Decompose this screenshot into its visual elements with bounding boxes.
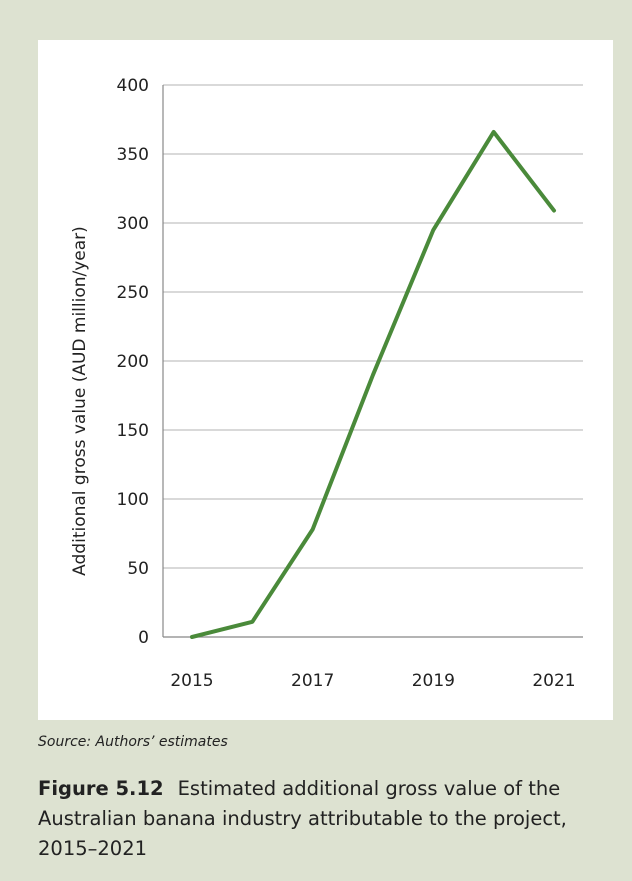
y-tick-label: 250	[117, 283, 149, 303]
line-chart: 0 50 100 150 200 250 300 350 400 2015 2017 2019 2021…	[70, 76, 583, 691]
series-line	[190, 129, 556, 639]
y-tick-label: 50	[127, 559, 149, 579]
figure-label: Figure 5.12	[38, 777, 164, 800]
y-tick-label: 200	[117, 352, 149, 372]
x-tick-label: 2017	[291, 671, 334, 691]
y-axis-label: Additional gross value (AUD million/year…	[70, 226, 90, 576]
y-tick-label: 300	[117, 214, 149, 234]
y-tick-label: 150	[117, 421, 149, 441]
y-tick-label: 0	[138, 628, 149, 648]
chart-panel: 0 50 100 150 200 250 300 350 400 2015 2017 2019 2021…	[38, 40, 613, 720]
figure-caption-text: Estimated additional gross value of the …	[38, 777, 567, 860]
y-tick-label: 350	[117, 145, 149, 165]
figure-caption: Figure 5.12 Estimated additional gross va…	[38, 774, 603, 864]
x-tick-label: 2015	[170, 671, 213, 691]
x-tick-label: 2021	[532, 671, 575, 691]
source-note: Source: Authors’ estimates	[38, 734, 228, 750]
y-tick-label: 100	[117, 490, 149, 510]
x-tick-label: 2019	[412, 671, 455, 691]
y-tick-label: 400	[117, 76, 149, 96]
